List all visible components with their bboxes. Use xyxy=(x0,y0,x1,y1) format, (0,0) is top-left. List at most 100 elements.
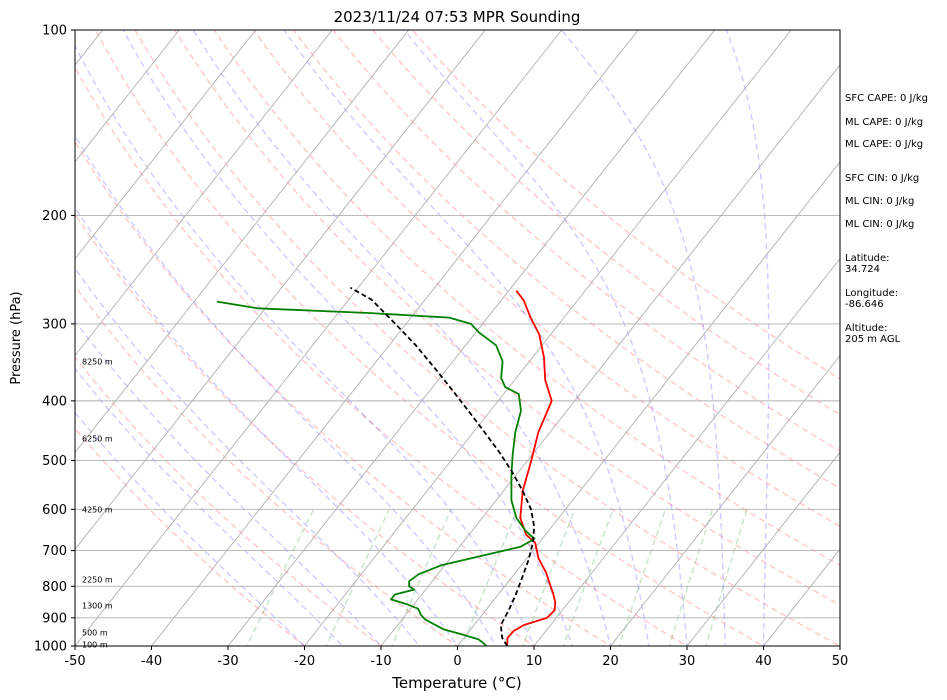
y-tick-label: 400 xyxy=(42,394,67,409)
x-tick-label: -30 xyxy=(217,654,238,669)
isotherm-line xyxy=(75,30,486,550)
x-axis-label: Temperature (°C) xyxy=(391,674,521,692)
y-tick-label: 100 xyxy=(42,24,67,39)
dry-adiabat-line xyxy=(134,30,840,646)
isotherm-line xyxy=(906,16,947,659)
altitude-marker: 500 m xyxy=(82,628,108,637)
x-tick-label: -40 xyxy=(141,654,162,669)
dry-adiabat-line xyxy=(411,30,840,380)
y-tick-label: 700 xyxy=(42,544,67,559)
x-tick-label: -50 xyxy=(64,654,85,669)
dewpoint-trace xyxy=(216,300,536,646)
dry-adiabat-line xyxy=(292,30,840,490)
isotherm-line xyxy=(380,64,840,646)
background-lines xyxy=(75,30,840,646)
altitude-marker: 1300 m xyxy=(82,602,113,611)
isotherm-line xyxy=(609,354,840,646)
y-tick-label: 300 xyxy=(42,317,67,332)
dry-adiabat-line xyxy=(371,30,840,416)
y-tick-label: 900 xyxy=(42,611,67,626)
mixing-ratio-line xyxy=(705,509,748,646)
dry-adiabat-line xyxy=(75,284,459,646)
moist-adiabat-line xyxy=(75,134,497,646)
mixing-ratio-line xyxy=(562,509,614,646)
chart-title: 2023/11/24 07:53 MPR Sounding xyxy=(334,8,581,26)
altitude-marker: 2250 m xyxy=(82,576,113,585)
altitude-marker: 100 m xyxy=(82,641,108,650)
dry-adiabat-line xyxy=(75,65,689,646)
annotation-text: ML CIN: 0 J/kg xyxy=(845,219,915,230)
mixing-ratio-line xyxy=(246,508,315,646)
dry-adiabat-line xyxy=(75,213,536,646)
x-tick-label: 50 xyxy=(832,654,849,669)
x-tick-label: 20 xyxy=(602,654,619,669)
y-axis-label: Pressure (hPa) xyxy=(9,291,24,384)
parcel-trace xyxy=(349,286,536,646)
x-tick-label: 10 xyxy=(526,654,543,669)
moist-adiabat-line xyxy=(75,44,535,646)
annotation-text: Longitude: -86.646 xyxy=(845,288,899,310)
mixing-ratio-line xyxy=(522,509,576,646)
mixing-ratio-line xyxy=(618,509,667,646)
x-tick-label: -10 xyxy=(370,654,391,669)
isotherm-line xyxy=(533,257,840,646)
dry-adiabat-line xyxy=(253,30,840,528)
moist-adiabat-line xyxy=(75,206,459,646)
isotherm-line xyxy=(762,548,840,646)
annotation-text: ML CAPE: 0 J/kg xyxy=(845,117,924,128)
x-tick-label: -20 xyxy=(294,654,315,669)
isotherm-line xyxy=(303,30,792,646)
x-tick-label: 40 xyxy=(755,654,772,669)
mixing-ratio-line xyxy=(325,509,390,646)
annotation-text: Latitude: 34.724 xyxy=(845,253,890,275)
annotation-text: SFC CAPE: 0 J/kg xyxy=(845,93,928,104)
moist-adiabat-line xyxy=(725,30,770,646)
x-tick-label: 0 xyxy=(453,654,461,669)
annotation-text: ML CIN: 0 J/kg xyxy=(845,196,915,207)
isotherm-line xyxy=(75,30,257,260)
isotherm-line xyxy=(686,451,840,646)
dry-adiabat-line xyxy=(75,427,306,646)
moist-adiabat-line xyxy=(192,30,612,646)
moist-adiabat-line xyxy=(560,30,726,646)
moist-adiabat-line xyxy=(75,411,306,646)
mixing-ratio-line xyxy=(391,509,452,646)
temperature-trace xyxy=(506,290,557,646)
isotherm-line xyxy=(75,30,410,454)
isotherm-line xyxy=(227,30,716,646)
annotation-text: SFC CIN: 0 J/kg xyxy=(845,173,920,184)
y-tick-label: 800 xyxy=(42,580,67,595)
annotation-text: Altitude: 205 m AGL xyxy=(845,323,901,345)
y-tick-label: 500 xyxy=(42,454,67,469)
isotherm-line xyxy=(456,161,840,646)
y-tick-label: 1000 xyxy=(34,640,67,655)
dry-adiabat-line xyxy=(173,30,840,606)
mixing-ratio-line xyxy=(461,509,519,646)
moist-adiabat-line xyxy=(75,266,421,646)
grid-lines xyxy=(75,16,947,659)
moist-adiabat-line xyxy=(403,30,688,646)
dry-adiabat-line xyxy=(75,356,383,646)
y-tick-label: 200 xyxy=(42,209,67,224)
altitude-marker: 4250 m xyxy=(82,505,113,514)
mixing-ratio-line xyxy=(668,509,714,646)
isotherm-line xyxy=(150,30,639,646)
dry-adiabat-line xyxy=(94,30,765,646)
annotation-text: ML CAPE: 0 J/kg xyxy=(845,139,924,150)
dry-adiabat-line xyxy=(213,30,840,567)
moist-adiabat-line xyxy=(283,30,650,646)
x-tick-label: 30 xyxy=(679,654,696,669)
dry-adiabat-line xyxy=(75,140,612,646)
moist-adiabat-line xyxy=(75,367,344,646)
altitude-markers: 100 m 500 m 1300 m 2250 m 4250 m 6250 m 8250 m xyxy=(82,357,113,649)
isotherm-line xyxy=(75,30,333,357)
moist-adiabat-line xyxy=(122,30,574,646)
isotherm-line xyxy=(75,30,180,163)
sounding-traces xyxy=(216,286,557,646)
altitude-marker: 8250 m xyxy=(82,357,113,366)
isotherm-line xyxy=(75,30,563,646)
y-tick-label: 600 xyxy=(42,503,67,518)
altitude-marker: 6250 m xyxy=(82,434,113,443)
